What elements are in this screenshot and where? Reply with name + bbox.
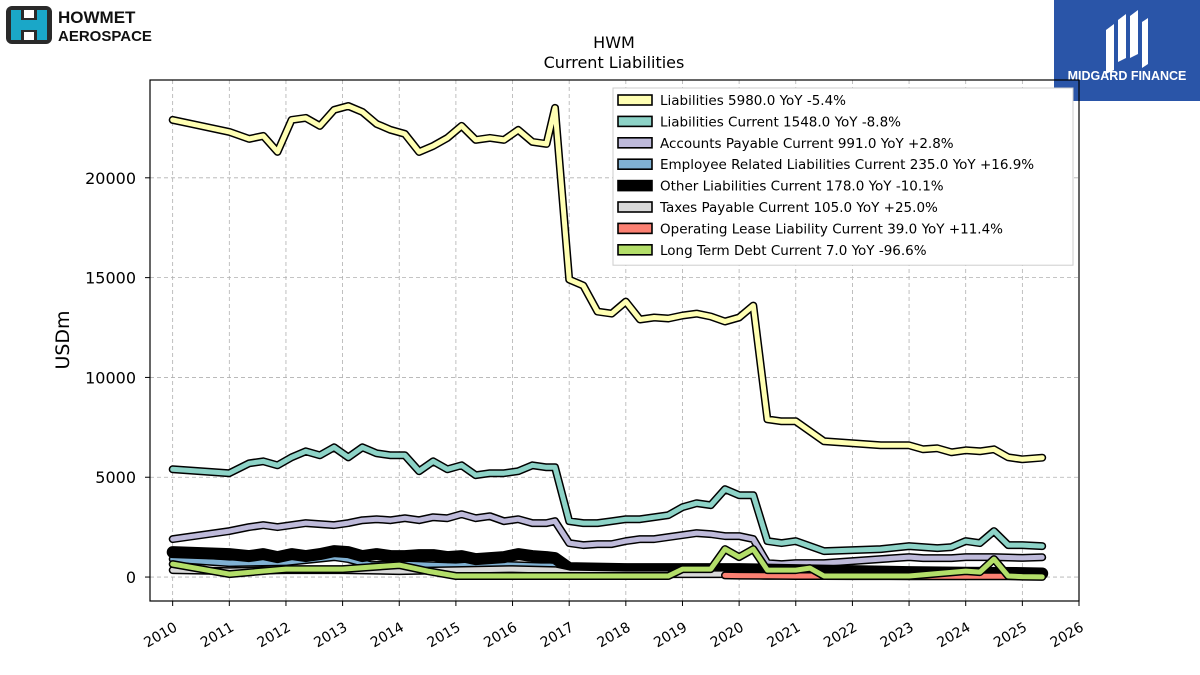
midgard-logo-mark [1106,10,1148,74]
midgard-logo-text: MIDGARD FINANCE [1068,69,1187,83]
y-tick-label: 15000 [85,269,136,288]
x-tick-label: 2017 [538,620,577,652]
series-long-term-debt-current [168,545,1047,581]
legend-item: Taxes Payable Current 105.0 YoY +25.0% [617,200,938,216]
series-line [170,511,1045,567]
legend-label: Operating Lease Liability Current 39.0 Y… [660,221,1003,237]
legend-label: Accounts Payable Current 991.0 YoY +2.8% [660,136,954,152]
howmet-logo-line1: HOWMET [58,8,136,27]
x-tick-label: 2010 [141,620,180,652]
legend-label: Employee Related Liabilities Current 235… [660,157,1034,173]
legend-label: Long Term Debt Current 7.0 YoY -96.6% [660,243,927,259]
series-other-liabilities-current [166,545,1049,580]
legend-frame [612,87,1074,266]
x-tick-label: 2011 [198,620,237,652]
series-line [168,546,1047,578]
legend-swatch [617,222,653,235]
x-tick-label: 2021 [765,620,804,652]
x-tick-label: 2012 [255,620,294,652]
series-line [170,444,1045,554]
legend-item: Liabilities Current 1548.0 YoY -8.8% [617,114,901,130]
howmet-logo-line2: AEROSPACE [58,28,152,45]
series-liabilities [168,102,1047,464]
legend-label: Liabilities Current 1548.0 YoY -8.8% [660,114,901,130]
x-tick-label: 2023 [878,620,917,652]
series-accounts-payable-current [168,510,1047,569]
x-tick-label: 2013 [311,620,350,652]
x-tick-label: 2019 [651,620,690,652]
series-lines [166,102,1049,581]
y-tick-label: 20000 [85,169,136,188]
x-tick-label: 2015 [425,620,464,652]
y-tick-label: 0 [126,568,136,587]
legend-item: Liabilities 5980.0 YoY -5.4% [617,93,846,109]
legend-item: Operating Lease Liability Current 39.0 Y… [617,221,1003,237]
x-tick-label: 2024 [934,619,973,651]
series-liabilities-current [168,443,1047,556]
legend-swatch [617,179,653,192]
legend-item: Accounts Payable Current 991.0 YoY +2.8% [617,136,954,152]
legend-swatch [617,94,653,106]
legend-label: Liabilities 5980.0 YoY -5.4% [660,93,846,109]
legend-label: Other Liabilities Current 178.0 YoY -10.… [660,179,944,195]
chart-title: HWM [593,33,635,52]
legend-swatch [617,158,653,170]
howmet-logo: HOWMET AEROSPACE [6,6,152,45]
legend: Liabilities 5980.0 YoY -5.4% Liabilities … [612,87,1074,266]
legend-swatch [617,244,653,256]
x-tick-label: 2016 [481,619,520,651]
y-tick-label: 5000 [95,468,136,487]
legend-label: Taxes Payable Current 105.0 YoY +25.0% [659,200,938,216]
series-line [170,546,1045,580]
plot-frame [149,79,1080,602]
legend-item: Long Term Debt Current 7.0 YoY -96.6% [617,243,927,259]
legend-swatch [617,137,653,149]
x-tick-label: 2018 [595,620,634,652]
series-outline [168,443,1047,556]
legend-swatch [617,115,653,128]
legend-item: Employee Related Liabilities Current 235… [617,157,1034,173]
x-tick-label: 2020 [708,620,747,652]
x-tick-label: 2022 [821,620,860,652]
y-tick-label: 10000 [85,368,136,387]
x-tick-label: 2025 [991,620,1030,652]
x-tick-label: 2014 [368,619,407,651]
chart-subtitle: Current Liabilities [544,53,685,72]
y-axis-label: USDm [52,310,74,369]
x-tick-label: 2026 [1048,619,1087,651]
legend-swatch [617,201,653,213]
series-line [170,103,1045,462]
midgard-finance-logo: MIDGARD FINANCE [1054,0,1200,101]
legend-item: Other Liabilities Current 178.0 YoY -10.… [617,179,944,195]
